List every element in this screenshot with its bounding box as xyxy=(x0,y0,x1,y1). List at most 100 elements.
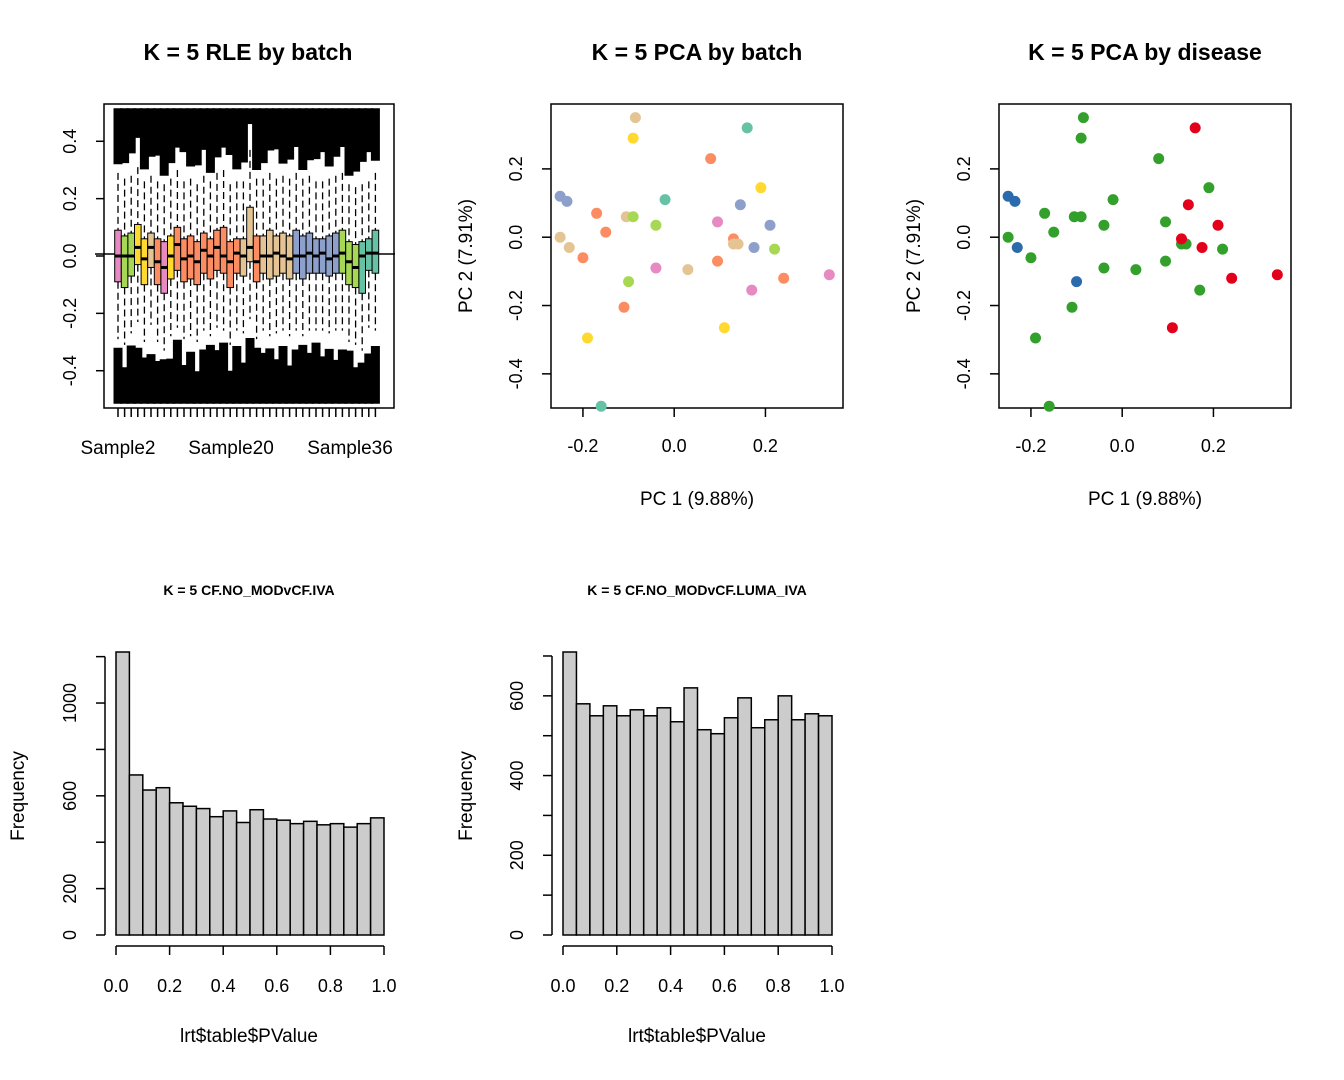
pca-batch-plot-frame xyxy=(550,103,844,409)
rle-box xyxy=(252,235,261,283)
hist-iva-x-tick-label: 0.0 xyxy=(103,976,128,996)
rle-box xyxy=(213,229,221,271)
pca-batch-point xyxy=(591,207,603,219)
pca-disease-x-tick-label: 0.2 xyxy=(1201,436,1226,456)
pca-disease-y-axis: -0.4 -0.2 0.0 0.2 xyxy=(954,156,999,389)
pca-batch-x-tick-label: 0.0 xyxy=(662,436,687,456)
rle-outliers xyxy=(113,108,380,404)
pca-disease-point xyxy=(1030,332,1041,344)
hist-iva-bar xyxy=(249,808,265,936)
hist-luma-iva-x-tick-label: 1.0 xyxy=(819,976,844,996)
pca-disease-point xyxy=(1271,269,1283,281)
pca-disease-point xyxy=(1196,241,1208,253)
pca-batch-point xyxy=(755,182,767,194)
rle-title: K = 5 RLE by batch xyxy=(144,39,353,65)
rle-y-tick-label: 0.4 xyxy=(60,129,80,154)
pca-disease-point xyxy=(1107,194,1119,206)
hist-iva-bar xyxy=(195,807,211,936)
pca-disease-point xyxy=(1189,122,1201,134)
pca-batch-point xyxy=(582,332,593,344)
rle-boxplot-panel: K = 5 RLE by batch -0.4 -0.2 0.0 0.2 0.4 Sam… xyxy=(60,39,395,459)
pca-batch-point xyxy=(650,219,662,231)
hist-iva-y-label: Frequency xyxy=(8,751,29,841)
pca-disease-y-tick-label: 0.0 xyxy=(954,225,974,250)
pca-batch-point xyxy=(595,400,607,412)
pca-batch-point xyxy=(734,199,746,211)
pca-batch-panel: K = 5 PCA by batch -0.2 0.0 0.2 -0.4 -0.2 0.… xyxy=(456,39,844,510)
hist-iva-x-tick-label: 0.4 xyxy=(211,976,236,996)
pca-disease-x-label: PC 1 (9.88%) xyxy=(1088,489,1202,510)
hist-iva-bar xyxy=(115,651,131,936)
pca-batch-x-axis: -0.2 0.0 0.2 xyxy=(567,408,778,456)
hist-luma-iva-panel: K = 5 CF.NO_MODvCF.LUMA_IVA 0.0 0.2 0.4 0.6… xyxy=(456,582,845,1047)
pca-disease-y-tick-label: 0.2 xyxy=(954,156,974,181)
hist-iva-bar xyxy=(316,824,332,936)
pca-disease-points xyxy=(1002,112,1283,412)
rle-box xyxy=(140,238,149,286)
hist-iva-bar xyxy=(329,822,345,936)
hist-iva-title: K = 5 CF.NO_MODvCF.IVA xyxy=(163,582,334,598)
hist-luma-iva-x-label: lrt$table$PValue xyxy=(628,1026,766,1047)
rle-x-tick-label: Sample20 xyxy=(188,438,274,459)
pca-disease-point xyxy=(1048,226,1060,238)
pca-batch-point xyxy=(629,112,641,124)
pca-batch-y-tick-label: -0.4 xyxy=(506,358,526,389)
hist-iva-bar xyxy=(289,822,305,936)
hist-luma-iva-bar xyxy=(589,715,605,936)
pca-batch-point xyxy=(712,216,724,228)
pca-disease-panel: K = 5 PCA by disease -0.2 0.0 0.2 -0.4 -0.2… xyxy=(904,39,1292,510)
pca-batch-y-label: PC 2 (7.91%) xyxy=(456,199,477,313)
hist-luma-iva-bar xyxy=(804,713,820,936)
pca-batch-x-tick-label: 0.2 xyxy=(753,436,778,456)
hist-iva-x-label: lrt$table$PValue xyxy=(180,1026,318,1047)
hist-luma-iva-y-tick-label: 600 xyxy=(507,681,527,711)
pca-disease-x-axis: -0.2 0.0 0.2 xyxy=(1015,408,1226,456)
pca-batch-point xyxy=(712,255,724,267)
pca-batch-points xyxy=(554,112,835,412)
hist-iva-bar xyxy=(209,815,224,936)
hist-luma-iva-bars xyxy=(562,651,833,936)
pca-disease-title: K = 5 PCA by disease xyxy=(1028,39,1262,65)
pca-disease-point xyxy=(1043,400,1055,412)
hist-iva-bar xyxy=(142,789,157,936)
pca-batch-title: K = 5 PCA by batch xyxy=(592,39,803,65)
pca-disease-point xyxy=(1176,233,1187,245)
hist-luma-iva-bar xyxy=(777,695,793,936)
pca-batch-point xyxy=(554,231,566,243)
rle-box xyxy=(200,232,208,274)
rle-x-tick-label: Sample2 xyxy=(81,438,156,459)
hist-luma-iva-x-tick-label: 0.2 xyxy=(604,976,629,996)
hist-luma-iva-x-tick-label: 0.0 xyxy=(550,976,575,996)
hist-luma-iva-bar xyxy=(656,707,672,936)
hist-iva-bar xyxy=(128,774,144,936)
hist-iva-y-tick-label: 200 xyxy=(60,874,80,904)
hist-iva-y-axis: 0 200 600 1000 xyxy=(60,655,106,940)
pca-disease-x-tick-label: 0.0 xyxy=(1110,436,1135,456)
hist-iva-x-axis: 0.0 0.2 0.4 0.6 0.8 1.0 xyxy=(103,945,397,996)
pca-batch-point xyxy=(732,238,744,250)
pca-batch-y-tick-label: -0.2 xyxy=(506,290,526,321)
rle-box xyxy=(279,232,287,274)
rle-box xyxy=(292,229,300,274)
rle-y-tick-label: 0.2 xyxy=(60,186,80,211)
hist-iva-panel: K = 5 CF.NO_MODvCF.IVA 0.0 0.2 0.4 0.6 0.8 1.… xyxy=(8,582,397,1047)
rle-box xyxy=(173,226,182,271)
pca-batch-point xyxy=(659,194,671,206)
pca-batch-point xyxy=(623,276,635,288)
pca-disease-point xyxy=(1071,276,1083,288)
pca-disease-point xyxy=(1166,322,1178,334)
hist-luma-iva-y-tick-label: 200 xyxy=(507,840,527,870)
pca-batch-point xyxy=(600,226,612,238)
rle-y-tick-label: 0.0 xyxy=(60,243,80,268)
rle-box xyxy=(120,235,129,289)
pca-disease-point xyxy=(1212,219,1224,231)
rle-box xyxy=(272,235,281,277)
hist-luma-iva-x-tick-label: 0.4 xyxy=(658,976,683,996)
hist-iva-y-tick-label: 600 xyxy=(60,781,80,811)
rle-whiskers xyxy=(117,149,377,351)
hist-luma-iva-bar xyxy=(710,732,726,936)
pca-batch-point xyxy=(778,272,790,284)
pca-batch-point xyxy=(746,284,758,296)
hist-iva-bar xyxy=(235,821,251,936)
